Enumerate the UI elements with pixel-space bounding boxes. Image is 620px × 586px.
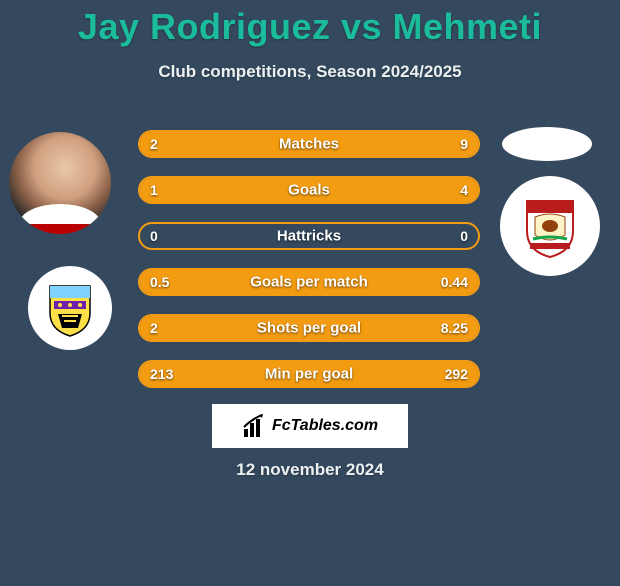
stat-value-right: 8.25: [441, 320, 468, 336]
bristol-city-crest-icon: [515, 191, 585, 261]
branding-text: FcTables.com: [272, 417, 378, 435]
club-left-badge: [28, 266, 112, 350]
stats-bars: 2 Matches 9 1 Goals 4 0 Hattricks 0 0.5 …: [138, 130, 480, 406]
club-right-badge: [500, 176, 600, 276]
player-left-avatar: [9, 132, 111, 234]
stat-row: 1 Goals 4: [138, 176, 480, 204]
fctables-logo-icon: [242, 413, 268, 439]
stat-row: 213 Min per goal 292: [138, 360, 480, 388]
stat-value-right: 0: [460, 228, 468, 244]
comparison-title: Jay Rodriguez vs Mehmeti: [0, 6, 620, 48]
stat-label: Hattricks: [140, 228, 478, 245]
branding-badge: FcTables.com: [212, 404, 408, 448]
stat-value-right: 0.44: [441, 274, 468, 290]
stat-label: Min per goal: [140, 366, 478, 383]
stat-label: Matches: [140, 136, 478, 153]
stat-value-right: 9: [460, 136, 468, 152]
stat-row: 2 Shots per goal 8.25: [138, 314, 480, 342]
stat-value-right: 4: [460, 182, 468, 198]
stat-label: Shots per goal: [140, 320, 478, 337]
comparison-date: 12 november 2024: [0, 460, 620, 480]
stat-row: 2 Matches 9: [138, 130, 480, 158]
burnley-crest-icon: [40, 278, 100, 338]
stat-label: Goals: [140, 182, 478, 199]
stat-row: 0.5 Goals per match 0.44: [138, 268, 480, 296]
comparison-subtitle: Club competitions, Season 2024/2025: [0, 62, 620, 82]
stat-row: 0 Hattricks 0: [138, 222, 480, 250]
player-right-avatar: [502, 127, 592, 161]
stat-label: Goals per match: [140, 274, 478, 291]
stat-value-right: 292: [445, 366, 468, 382]
